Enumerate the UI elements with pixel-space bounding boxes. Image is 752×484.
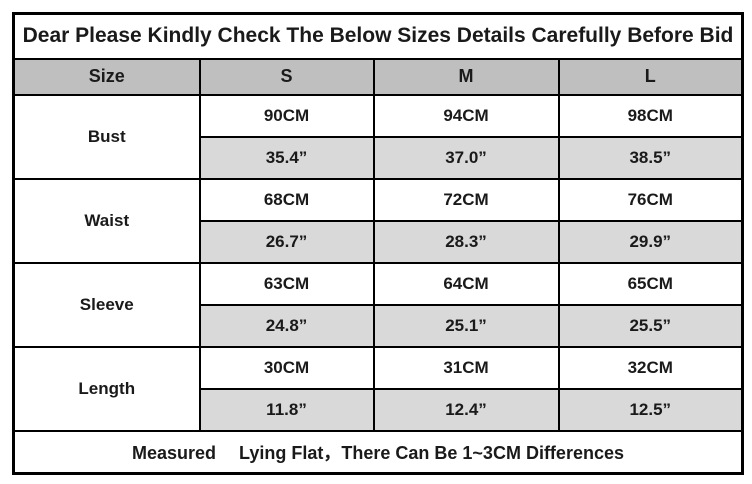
waist-cm-row: Waist 68CM 72CM 76CM [12, 177, 744, 264]
title-row: Dear Please Kindly Check The Below Sizes… [12, 12, 744, 60]
footer-note: Measured Lying Flat，There Can Be 1~3CM D… [12, 429, 744, 475]
waist-l-inch: 29.9” [557, 219, 744, 264]
waist-m-cm: 72CM [372, 177, 560, 222]
header-col-m: M [372, 57, 560, 96]
bust-s-cm: 90CM [198, 93, 375, 138]
length-m-inch: 12.4” [372, 387, 560, 432]
sleeve-cm-row: Sleeve 63CM 64CM 65CM [12, 261, 744, 348]
row-label-length: Length [12, 345, 201, 432]
sleeve-m-inch: 25.1” [372, 303, 560, 348]
row-label-sleeve: Sleeve [12, 261, 201, 348]
row-label-waist: Waist [12, 177, 201, 264]
length-m-cm: 31CM [372, 345, 560, 390]
bust-l-inch: 38.5” [557, 135, 744, 180]
length-l-inch: 12.5” [557, 387, 744, 432]
length-inch-row: 11.8” 12.4” 12.5” [14, 387, 744, 432]
bust-s-inch: 35.4” [198, 135, 375, 180]
header-col-l: L [557, 57, 744, 96]
chart-title: Dear Please Kindly Check The Below Sizes… [12, 12, 744, 60]
header-size-label: Size [12, 57, 201, 96]
row-label-bust: Bust [12, 93, 201, 180]
header-row: Size S M L [12, 57, 744, 96]
length-l-cm: 32CM [557, 345, 744, 390]
bust-l-cm: 98CM [557, 93, 744, 138]
sleeve-inch-row: 24.8” 25.1” 25.5” [14, 303, 744, 348]
waist-s-cm: 68CM [198, 177, 375, 222]
sleeve-s-inch: 24.8” [198, 303, 375, 348]
length-s-cm: 30CM [198, 345, 375, 390]
waist-s-inch: 26.7” [198, 219, 375, 264]
bust-inch-row: 35.4” 37.0” 38.5” [14, 135, 744, 180]
length-s-inch: 11.8” [198, 387, 375, 432]
bust-m-cm: 94CM [372, 93, 560, 138]
sleeve-l-inch: 25.5” [557, 303, 744, 348]
size-chart-table: Dear Please Kindly Check The Below Sizes… [12, 12, 744, 475]
sleeve-l-cm: 65CM [557, 261, 744, 306]
sleeve-m-cm: 64CM [372, 261, 560, 306]
header-col-s: S [198, 57, 375, 96]
waist-inch-row: 26.7” 28.3” 29.9” [14, 219, 744, 264]
sleeve-s-cm: 63CM [198, 261, 375, 306]
waist-m-inch: 28.3” [372, 219, 560, 264]
length-cm-row: Length 30CM 31CM 32CM [12, 345, 744, 432]
bust-cm-row: Bust 90CM 94CM 98CM [12, 93, 744, 180]
waist-l-cm: 76CM [557, 177, 744, 222]
footer-row: Measured Lying Flat，There Can Be 1~3CM D… [12, 429, 744, 475]
bust-m-inch: 37.0” [372, 135, 560, 180]
